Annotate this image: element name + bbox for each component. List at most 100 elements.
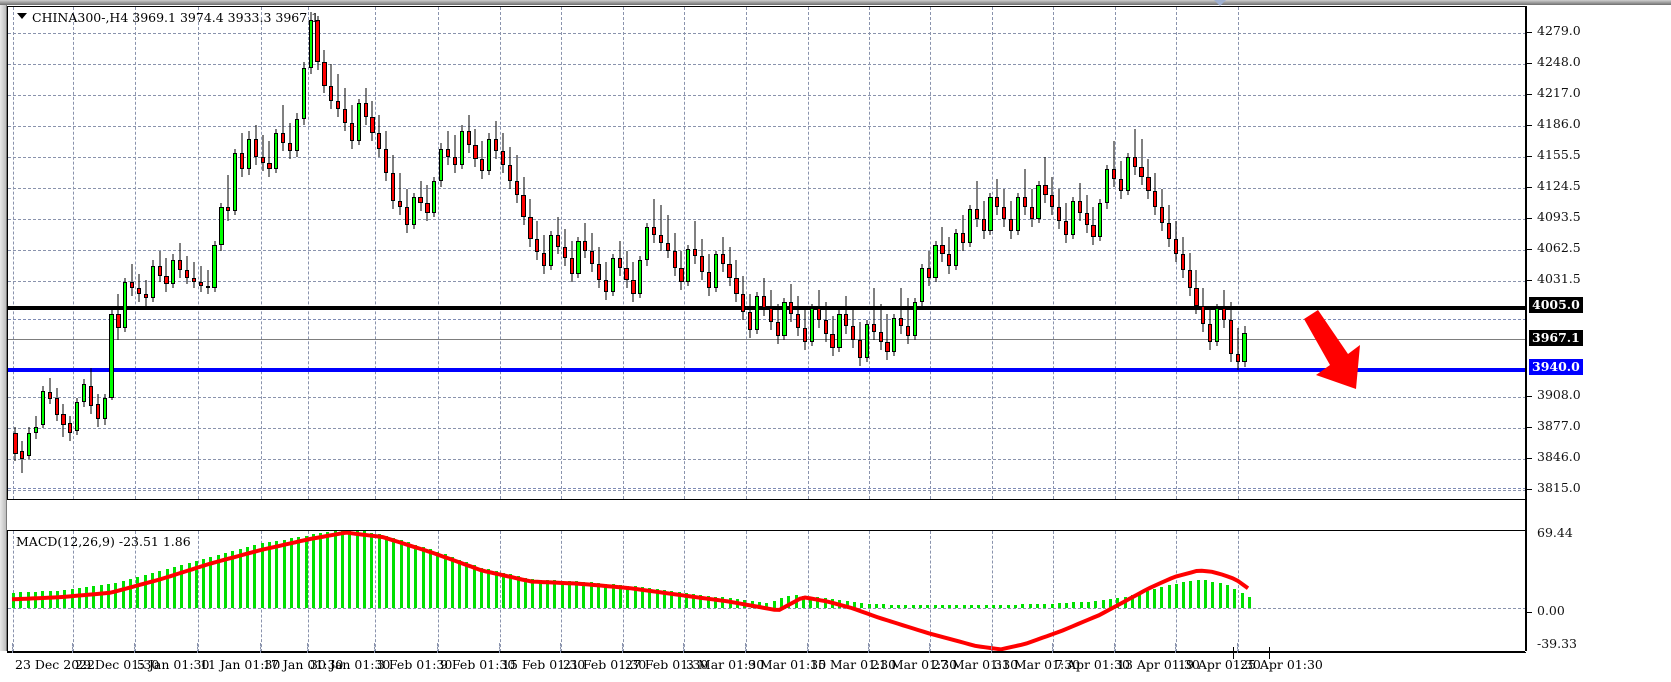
axis-tick xyxy=(1527,218,1532,219)
candlestick xyxy=(679,7,684,499)
candle-wick xyxy=(289,123,291,160)
macd-histogram-bar xyxy=(714,596,718,609)
time-axis-label: 25 Apr 01:30 xyxy=(1240,657,1323,672)
chart-menu-caret-icon[interactable] xyxy=(17,13,27,19)
time-axis-tick xyxy=(991,643,992,653)
candle-body xyxy=(1077,200,1082,213)
macd-histogram-bar xyxy=(399,540,403,609)
candlestick xyxy=(95,7,100,499)
price-level-line-4005.0[interactable] xyxy=(8,306,1526,310)
price-marker-label-3967.1[interactable]: 3967.1 xyxy=(1529,330,1583,346)
time-axis-label: 21 Feb 01:30 xyxy=(563,657,647,672)
gridline-horizontal xyxy=(8,490,1526,491)
candle-body xyxy=(150,266,155,299)
macd-histogram-bar xyxy=(1218,582,1222,609)
candle-body xyxy=(81,383,87,402)
macd-histogram-bar xyxy=(589,582,593,609)
price-axis-label: 4031.5 xyxy=(1537,271,1581,286)
candle-body xyxy=(562,246,567,259)
candle-body xyxy=(802,328,808,342)
macd-indicator-pane[interactable]: MACD(12,26,9) -23.51 1.86 xyxy=(7,530,1526,653)
price-marker-label-4005.0[interactable]: 4005.0 xyxy=(1529,297,1583,313)
price-chart-pane[interactable]: CHINA300-,H4 3969.1 3974.4 3933.3 3967.1 xyxy=(7,6,1526,500)
macd-histogram-bar xyxy=(904,604,908,609)
candle-body xyxy=(136,288,142,295)
candle-body xyxy=(308,19,313,68)
candlestick xyxy=(123,7,128,499)
time-axis-tick xyxy=(437,643,438,653)
macd-histogram-bar xyxy=(377,533,381,609)
time-axis-tick xyxy=(12,643,13,653)
macd-histogram-bar xyxy=(165,569,169,609)
candle-body xyxy=(995,196,1000,207)
candle-body xyxy=(212,244,217,289)
candle-body xyxy=(720,254,725,265)
candle-wick xyxy=(282,105,284,152)
gridline-vertical xyxy=(1053,7,1054,499)
candle-wick xyxy=(873,288,875,340)
candle-body xyxy=(233,153,238,211)
price-level-line-3967.1[interactable] xyxy=(8,339,1526,340)
macd-histogram-bar xyxy=(1226,585,1230,609)
candle-wick xyxy=(420,180,422,211)
macd-histogram-bar xyxy=(1013,604,1017,609)
candlestick xyxy=(954,7,959,499)
candle-wick xyxy=(268,141,270,177)
candle-wick xyxy=(159,250,161,283)
candle-body xyxy=(761,296,767,309)
candlestick xyxy=(267,7,272,499)
candlestick xyxy=(802,7,808,499)
candlestick xyxy=(308,7,313,499)
chart-scroll-marker[interactable] xyxy=(1214,0,1226,6)
macd-histogram-bar xyxy=(670,591,674,609)
candle-body xyxy=(1242,333,1247,362)
candle-body xyxy=(47,391,52,399)
time-axis-tick xyxy=(807,643,808,653)
candle-body xyxy=(775,322,780,336)
price-level-line-3940.0[interactable] xyxy=(8,368,1526,372)
macd-histogram-bar xyxy=(948,604,952,609)
macd-histogram-bar xyxy=(1050,603,1054,609)
candlestick xyxy=(102,7,107,499)
price-axis-label: 4248.0 xyxy=(1537,54,1581,69)
candle-body xyxy=(226,206,231,211)
candlestick xyxy=(617,7,622,499)
price-marker-label-3940.0[interactable]: 3940.0 xyxy=(1529,359,1583,375)
gridline-vertical xyxy=(992,7,993,499)
candle-body xyxy=(1228,320,1233,354)
candle-body xyxy=(542,252,547,267)
macd-histogram-bar xyxy=(231,551,235,609)
candlestick xyxy=(713,7,718,499)
price-axis-label: 4186.0 xyxy=(1537,116,1581,131)
macd-histogram-bar xyxy=(55,590,59,609)
candle-body xyxy=(960,232,966,243)
candlestick xyxy=(439,7,444,499)
macd-histogram-bar xyxy=(699,594,703,609)
candlestick xyxy=(205,7,210,499)
candle-body xyxy=(1043,184,1048,195)
time-axis-tick xyxy=(1114,643,1115,653)
candle-body xyxy=(1091,224,1096,237)
gridline-horizontal xyxy=(8,428,1526,429)
candle-body xyxy=(452,157,458,166)
gridline-horizontal xyxy=(8,126,1526,127)
left-scroll-rail[interactable] xyxy=(0,5,7,651)
candle-body xyxy=(143,294,149,299)
candlestick xyxy=(390,7,396,499)
candle-body xyxy=(418,196,423,203)
candlestick xyxy=(198,7,203,499)
macd-histogram-bar xyxy=(684,593,688,609)
candle-wick xyxy=(900,288,902,334)
candle-body xyxy=(1166,222,1172,239)
macd-histogram-bar xyxy=(1248,597,1251,609)
gridline-horizontal xyxy=(8,157,1526,158)
candle-body xyxy=(596,264,602,281)
candle-wick xyxy=(227,174,229,221)
macd-histogram-bar xyxy=(677,592,681,609)
time-axis[interactable]: 23 Dec 2022 29 Dec 01:30 5 Jan 01:30 11 Jan… xyxy=(7,643,1525,682)
candlestick xyxy=(741,7,746,499)
macd-histogram-bar xyxy=(143,574,147,609)
candle-body xyxy=(1084,212,1089,225)
price-axis[interactable]: 4279.0 4248.0 4217.0 4186.0 4155.5 4124.5 4093… xyxy=(1525,6,1671,651)
candle-body xyxy=(1153,190,1158,207)
